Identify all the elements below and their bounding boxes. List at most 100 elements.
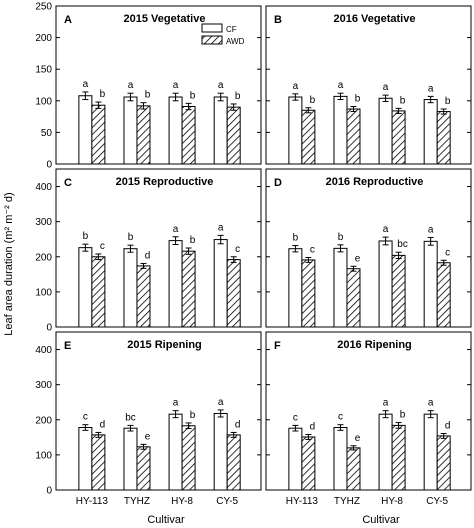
significance-letter: b xyxy=(355,93,361,104)
x-tick-label: CY-5 xyxy=(216,496,238,507)
significance-letter: c xyxy=(83,412,88,423)
bar-awd-tyhz xyxy=(346,268,361,328)
significance-letter: a xyxy=(218,222,224,233)
legend-swatch-awd xyxy=(201,35,223,45)
panel-frame xyxy=(55,168,262,328)
chart-panel-e: E 2015 Ripening 0 100 200 300 400 c d HY-113 bce TY… xyxy=(35,331,262,507)
significance-letter: a xyxy=(173,224,179,235)
x-tick-label: HY-113 xyxy=(286,496,319,507)
panel-letter: B xyxy=(274,14,282,26)
x-tick-label: TYHZ xyxy=(124,496,150,507)
x-tick-label: HY-113 xyxy=(76,496,109,507)
bar-awd-tyhz xyxy=(136,265,151,328)
significance-letter: a xyxy=(128,80,134,91)
bar-cf-cy-5 xyxy=(423,99,438,165)
bar-awd-hy-113 xyxy=(301,259,316,328)
panel-title: 2016 Reproductive xyxy=(326,176,424,188)
significance-letter: a xyxy=(383,398,389,409)
y-tick-label: 300 xyxy=(35,380,52,391)
x-tick-label: HY-8 xyxy=(171,496,193,507)
significance-letter: a xyxy=(218,80,224,91)
significance-letter: b xyxy=(128,232,134,243)
y-tick-label: 0 xyxy=(46,323,52,334)
bar-cf-tyhz xyxy=(333,95,348,165)
panel-title: 2015 Vegetative xyxy=(124,13,206,25)
y-tick-label: 0 xyxy=(46,486,52,497)
bar-awd-cy-5 xyxy=(226,106,241,165)
bar-awd-hy-8 xyxy=(181,250,196,328)
bar-cf-cy-5 xyxy=(423,240,438,328)
bar-cf-cy-5 xyxy=(213,96,228,165)
significance-letter: b xyxy=(190,90,196,101)
bar-awd-hy-113 xyxy=(91,104,106,165)
significance-letter: c xyxy=(100,241,105,252)
significance-letter: bc xyxy=(125,412,136,423)
significance-letter: d xyxy=(310,422,316,433)
significance-letter: b xyxy=(400,410,406,421)
y-axis-label: Leaf area duration (m² m⁻² d) xyxy=(3,192,15,335)
significance-letter: b xyxy=(83,231,89,242)
significance-letter: bc xyxy=(397,239,408,250)
x-tick-label: CY-5 xyxy=(426,496,448,507)
legend-swatch-cf xyxy=(201,23,223,33)
x-axis-label-right: Cultivar xyxy=(362,514,400,526)
bar-cf-cy-5 xyxy=(213,412,228,491)
panel-title: 2015 Reproductive xyxy=(116,176,214,188)
significance-letter: b xyxy=(145,90,151,101)
panel-letter: E xyxy=(64,340,71,352)
y-tick-label: 200 xyxy=(35,33,52,44)
bar-cf-hy-113 xyxy=(78,427,93,491)
y-tick-label: 50 xyxy=(41,128,53,139)
bar-awd-hy-113 xyxy=(91,434,106,491)
significance-letter: c xyxy=(445,247,450,258)
y-tick-label: 150 xyxy=(35,65,52,76)
legend-label-cf: CF xyxy=(226,25,237,34)
bar-cf-hy-113 xyxy=(288,248,303,328)
bar-awd-tyhz xyxy=(136,446,151,491)
bar-awd-tyhz xyxy=(136,105,151,165)
bar-cf-hy-8 xyxy=(168,240,183,328)
bar-awd-hy-8 xyxy=(391,110,406,165)
panel-frame xyxy=(55,331,262,491)
significance-letter: a xyxy=(338,80,344,91)
y-tick-label: 400 xyxy=(35,345,52,356)
bar-cf-cy-5 xyxy=(213,239,228,328)
significance-letter: a xyxy=(383,82,389,93)
bar-awd-cy-5 xyxy=(436,111,451,165)
significance-letter: a xyxy=(428,83,434,94)
significance-letter: a xyxy=(383,224,389,235)
bar-cf-hy-113 xyxy=(288,96,303,165)
panel-letter: F xyxy=(274,340,281,352)
y-tick-label: 200 xyxy=(35,415,52,426)
significance-letter: b xyxy=(235,91,241,102)
bar-awd-cy-5 xyxy=(226,434,241,491)
panel-frame xyxy=(55,5,262,165)
bar-cf-hy-8 xyxy=(168,413,183,491)
bar-cf-hy-8 xyxy=(168,96,183,165)
significance-letter: e xyxy=(355,433,361,444)
bar-awd-hy-113 xyxy=(301,109,316,165)
bar-awd-tyhz xyxy=(346,108,361,165)
bar-cf-tyhz xyxy=(123,248,138,328)
significance-letter: d xyxy=(235,419,241,430)
significance-letter: b xyxy=(310,95,316,106)
significance-letter: b xyxy=(400,95,406,106)
x-tick-label: TYHZ xyxy=(334,496,360,507)
significance-letter: b xyxy=(338,232,344,243)
significance-letter: b xyxy=(445,96,451,107)
bar-cf-cy-5 xyxy=(423,413,438,491)
y-tick-label: 300 xyxy=(35,217,52,228)
significance-letter: a xyxy=(173,398,179,409)
panel-letter: D xyxy=(274,177,282,189)
bar-cf-hy-8 xyxy=(378,240,393,328)
bar-cf-hy-8 xyxy=(378,413,393,491)
significance-letter: b xyxy=(190,410,196,421)
bar-awd-tyhz xyxy=(346,447,361,491)
significance-letter: b xyxy=(190,235,196,246)
y-tick-label: 0 xyxy=(46,160,52,171)
significance-letter: a xyxy=(428,398,434,409)
bar-awd-hy-113 xyxy=(301,436,316,491)
significance-letter: a xyxy=(428,224,434,235)
